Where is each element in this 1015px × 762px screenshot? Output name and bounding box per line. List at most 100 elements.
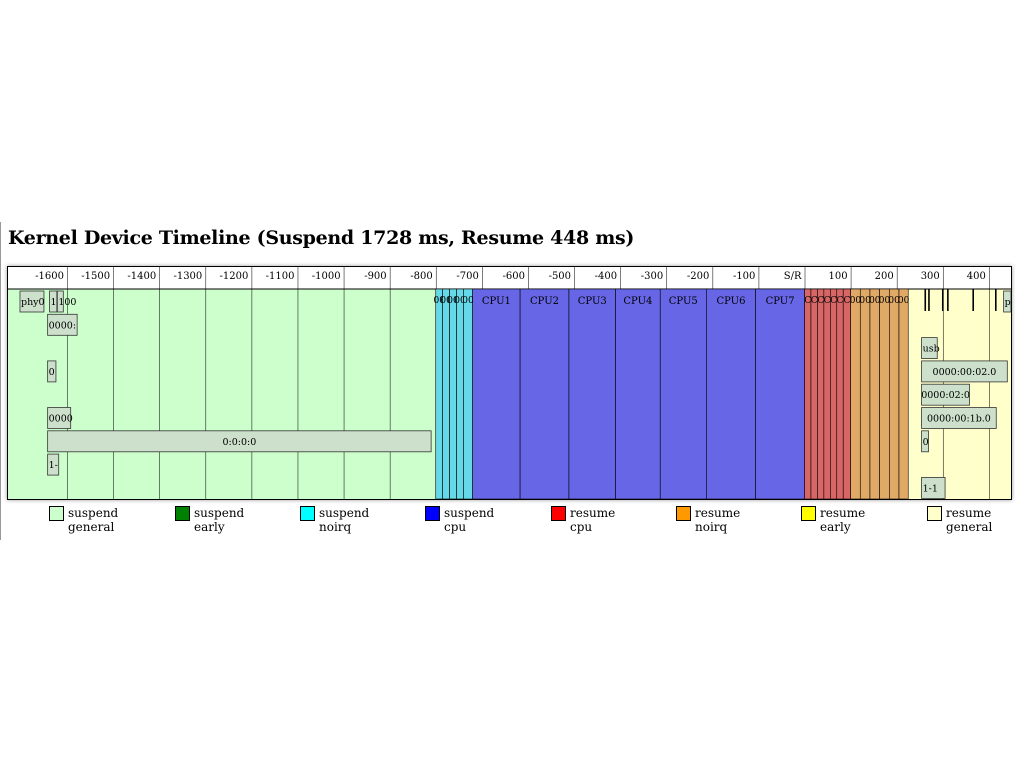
resume-cpu-block bbox=[830, 288, 838, 499]
tick-label: -900 bbox=[364, 271, 386, 282]
noirq-suspend-block bbox=[442, 288, 450, 499]
noirq-suspend-label: 00 bbox=[462, 296, 474, 306]
device-block bbox=[921, 476, 946, 499]
resume-noirq-label: 00 bbox=[869, 296, 881, 306]
legend-swatch bbox=[801, 506, 816, 521]
cpu-label: CPU1 bbox=[482, 296, 511, 307]
tick-label: -200 bbox=[687, 271, 709, 282]
phase-block bbox=[8, 289, 436, 499]
tick-label: -100 bbox=[733, 271, 755, 282]
legend-swatch bbox=[175, 506, 190, 521]
device-block bbox=[47, 313, 78, 336]
tick-label: S/R bbox=[784, 271, 802, 282]
noirq-suspend-label: 00 bbox=[454, 296, 466, 306]
cpu-label: CPU2 bbox=[530, 296, 559, 307]
tick-label: -1100 bbox=[266, 271, 295, 282]
tick-label: 400 bbox=[967, 271, 986, 282]
tick-label: -400 bbox=[595, 271, 617, 282]
noirq-suspend-block bbox=[435, 288, 443, 499]
device-block bbox=[47, 453, 60, 476]
device-block bbox=[56, 290, 64, 313]
legend-label-line2: noirq bbox=[319, 520, 352, 534]
legend-label-line1: resume bbox=[820, 506, 866, 520]
noirq-suspend-label: 00 bbox=[433, 296, 445, 306]
tick-label: -500 bbox=[549, 271, 571, 282]
resume-noirq-block bbox=[889, 288, 900, 499]
tick-label: 100 bbox=[829, 271, 848, 282]
cpu-label: CPU5 bbox=[669, 296, 698, 307]
device-block bbox=[49, 290, 58, 313]
device-label: 1-1 bbox=[923, 483, 938, 494]
cpu-label: CPU6 bbox=[716, 296, 745, 307]
left-border-line bbox=[0, 222, 1, 540]
resume-cpu-block bbox=[817, 288, 825, 499]
tick-label: -600 bbox=[502, 271, 524, 282]
resume-cpu-label: C bbox=[824, 296, 831, 306]
noirq-suspend-label: 00 bbox=[440, 296, 452, 306]
legend-label-line2: early bbox=[820, 520, 851, 534]
legend-label-line2: early bbox=[194, 520, 225, 534]
resume-noirq-block bbox=[879, 288, 890, 499]
legend: suspend general suspend early suspend noirq su… bbox=[0, 505, 1015, 539]
cpu-block bbox=[755, 288, 805, 499]
device-label: usb bbox=[923, 344, 940, 355]
page-title: Kernel Device Timeline (Suspend 1728 ms,… bbox=[8, 227, 635, 249]
legend-swatch bbox=[676, 506, 691, 521]
legend-swatch bbox=[425, 506, 440, 521]
legend-label-line1: suspend bbox=[68, 506, 119, 520]
device-label: phy bbox=[1005, 297, 1011, 308]
resume-noirq-label: 00 bbox=[888, 296, 900, 306]
legend-label-line1: resume bbox=[695, 506, 741, 520]
device-label: phy0 bbox=[21, 297, 45, 308]
cpu-block bbox=[659, 288, 707, 499]
resume-cpu-block bbox=[804, 288, 812, 499]
resume-noirq-label: 00 bbox=[879, 296, 891, 306]
device-label: 100 bbox=[58, 297, 76, 308]
resume-noirq-block bbox=[869, 288, 880, 499]
legend-swatch bbox=[300, 506, 315, 521]
device-block bbox=[921, 430, 929, 453]
tick-label: -1300 bbox=[173, 271, 202, 282]
timeline-svg: -1600 -1500 -1400 -1300 -1200 -1100 -1000 -900-… bbox=[8, 267, 1011, 499]
resume-cpu-label: C bbox=[817, 296, 824, 306]
device-block bbox=[921, 383, 970, 406]
tick-label: -1500 bbox=[81, 271, 110, 282]
device-block bbox=[1003, 290, 1011, 313]
cpu-label: CPU7 bbox=[766, 296, 795, 307]
cpu-block bbox=[472, 288, 521, 499]
cpu-block bbox=[706, 288, 756, 499]
device-label: 0000: bbox=[49, 320, 76, 331]
resume-cpu-label: C bbox=[837, 296, 844, 306]
device-label: 0000 bbox=[49, 414, 73, 425]
resume-noirq-label: 00 bbox=[850, 296, 862, 306]
resume-cpu-label: C bbox=[804, 296, 811, 306]
legend-label-line2: cpu bbox=[444, 520, 467, 534]
noirq-suspend-block bbox=[449, 288, 457, 499]
resume-cpu-block bbox=[823, 288, 831, 499]
resume-noirq-label: 00 bbox=[859, 296, 871, 306]
device-label: 0:0:0:0 bbox=[223, 437, 257, 448]
legend-label-line1: resume bbox=[946, 506, 992, 520]
legend-label-line1: suspend bbox=[444, 506, 495, 520]
device-block bbox=[19, 290, 45, 313]
legend-swatch bbox=[551, 506, 566, 521]
cpu-label: CPU4 bbox=[623, 296, 652, 307]
resume-cpu-label: C bbox=[811, 296, 818, 306]
tick-label: -700 bbox=[456, 271, 478, 282]
tick-label: 300 bbox=[921, 271, 940, 282]
resume-cpu-label: C bbox=[830, 296, 837, 306]
legend-label-line1: suspend bbox=[319, 506, 370, 520]
device-block bbox=[921, 360, 1008, 383]
legend-label-line2: general bbox=[68, 520, 115, 534]
device-block bbox=[921, 337, 938, 359]
device-label: 0000:02:0 bbox=[921, 390, 970, 401]
tick-label: -1400 bbox=[127, 271, 156, 282]
tick-label: -1200 bbox=[220, 271, 249, 282]
cpu-block bbox=[568, 288, 616, 499]
device-label: 1- bbox=[50, 297, 59, 308]
noirq-suspend-label: 00 bbox=[447, 296, 459, 306]
tick-label: -300 bbox=[641, 271, 663, 282]
device-label: 0 bbox=[923, 437, 929, 448]
timeline-chart[interactable]: -1600 -1500 -1400 -1300 -1200 -1100 -1000 -900-… bbox=[7, 266, 1012, 500]
resume-noirq-block bbox=[859, 288, 871, 499]
